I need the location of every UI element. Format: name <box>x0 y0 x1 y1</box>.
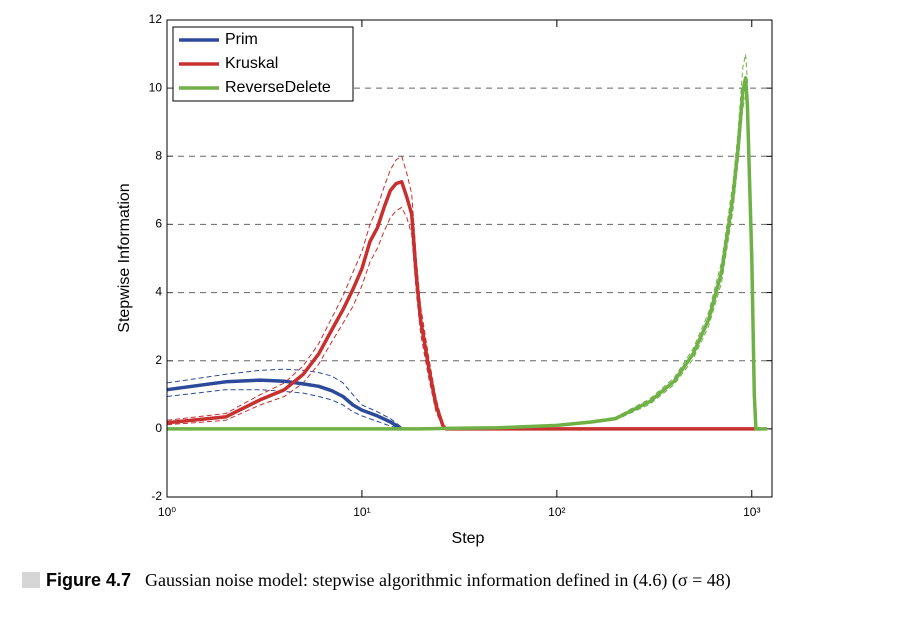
band-line <box>166 389 402 430</box>
y-axis-label: Stepwise Information <box>116 183 133 332</box>
band-line <box>166 206 760 430</box>
y-tick-label: 4 <box>155 285 162 299</box>
caption-text: Gaussian noise model: stepwise algorithm… <box>145 570 731 590</box>
legend-label: ReverseDelete <box>225 79 331 96</box>
x-tick-label: 10⁰ <box>158 505 176 519</box>
x-axis-label: Step <box>452 530 485 547</box>
y-tick-label: 0 <box>155 421 162 435</box>
chart: Step Stepwise Information -2 0 2 4 6 8 10 12 10⁰… <box>116 12 773 547</box>
plot-frame <box>166 19 773 498</box>
series-line <box>166 378 403 431</box>
legend-label: Prim <box>225 31 258 48</box>
series-line <box>166 180 760 431</box>
y-tick-label: 6 <box>155 217 162 231</box>
x-tick-label: 10³ <box>743 505 760 519</box>
y-tick-label: -2 <box>151 489 162 503</box>
y-tick-label: 12 <box>149 12 163 26</box>
x-tick-label: 10² <box>548 505 565 519</box>
caption-label: Figure 4.7 <box>46 570 132 590</box>
band-line <box>166 368 403 428</box>
series-line <box>167 76 768 431</box>
legend-label: Kruskal <box>225 55 278 72</box>
y-tick-label: 10 <box>149 80 163 94</box>
band-line <box>167 53 768 430</box>
caption-icon <box>22 572 40 588</box>
figure-caption: Figure 4.7 Gaussian noise model: stepwise… <box>22 568 888 592</box>
y-tick-label: 8 <box>155 148 162 162</box>
x-tick-label: 10¹ <box>353 505 370 519</box>
y-tick-label: 2 <box>155 353 162 367</box>
